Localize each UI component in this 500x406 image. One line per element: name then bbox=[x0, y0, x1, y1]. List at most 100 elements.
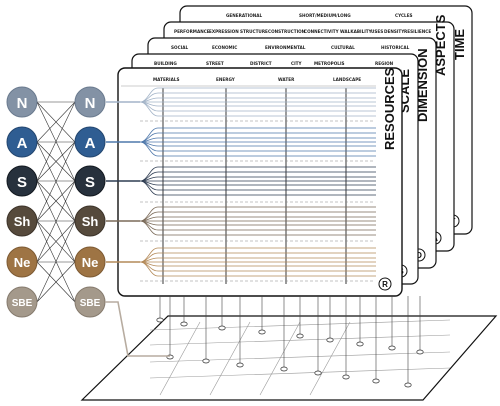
drop-foot bbox=[372, 378, 380, 384]
node-n-left[interactable]: N bbox=[6, 86, 38, 118]
dimension-header-1: ECONOMIC bbox=[212, 45, 237, 50]
drop-foot bbox=[258, 329, 266, 335]
aspects-header-8: RESILIENCE bbox=[404, 29, 431, 34]
node-cross-links bbox=[36, 101, 76, 303]
ground-grid-line bbox=[259, 321, 301, 396]
drop-foot bbox=[280, 366, 288, 372]
aspects-header-0: PERFORMANCE bbox=[174, 29, 210, 34]
cross-link bbox=[36, 180, 76, 263]
drop-foot bbox=[388, 345, 396, 351]
aspects-header-7: DENSITY bbox=[384, 29, 405, 34]
drop-foot bbox=[416, 349, 424, 355]
cross-link bbox=[36, 220, 76, 263]
scale-header-3: CITY bbox=[291, 61, 302, 66]
drop-foot bbox=[356, 341, 364, 347]
cross-link bbox=[36, 180, 76, 222]
ground-grid-line bbox=[149, 367, 451, 379]
cross-link bbox=[36, 141, 76, 222]
ground-grid-line bbox=[159, 321, 201, 396]
node-sbe-left[interactable]: SBE bbox=[6, 286, 38, 318]
resources-badge-label: R bbox=[382, 280, 388, 289]
resources-header-1: ENERGY bbox=[216, 77, 236, 82]
svg-text:SBE: SBE bbox=[12, 298, 33, 309]
aspects-header-3: CONSTRUCTION bbox=[268, 29, 306, 34]
aspects-header-4: CONNECTIVITY bbox=[304, 29, 340, 34]
resource-line-bundle bbox=[106, 166, 376, 196]
scale-header-0: BUILDING bbox=[154, 61, 177, 66]
resources-title: RESOURCES bbox=[382, 67, 397, 150]
sbe-to-plane-link bbox=[105, 301, 170, 357]
svg-text:A: A bbox=[85, 135, 96, 152]
node-column-left: N A S Sh Ne SBE bbox=[6, 86, 38, 318]
ground-plane bbox=[80, 315, 498, 401]
layer-resources: MATERIALS ENERGY WATER LANDSCAPE RESOURC… bbox=[106, 67, 403, 297]
scale-header-1: STREET bbox=[206, 61, 224, 66]
drop-foot bbox=[202, 358, 210, 364]
node-a-right[interactable]: A bbox=[74, 126, 106, 158]
node-column-right: N A S Sh Ne SBE bbox=[74, 86, 106, 318]
time-header-0: GENERATIONAL bbox=[226, 13, 263, 18]
aspects-header-2: STRUCTURE bbox=[240, 29, 268, 34]
cross-link bbox=[36, 101, 76, 143]
resources-header-2: WATER bbox=[278, 77, 295, 82]
node-sh-left[interactable]: Sh bbox=[6, 205, 38, 237]
drop-foot bbox=[296, 333, 304, 339]
svg-text:Ne: Ne bbox=[14, 255, 31, 270]
aspects-header-6: USES bbox=[371, 29, 383, 34]
svg-text:Sh: Sh bbox=[82, 214, 99, 229]
drop-foot bbox=[236, 362, 244, 368]
aspects-header-5: WALKABILITY bbox=[340, 29, 373, 34]
node-ne-left[interactable]: Ne bbox=[6, 246, 38, 278]
node-n-right[interactable]: N bbox=[74, 86, 106, 118]
drop-lines bbox=[156, 296, 424, 388]
cross-link bbox=[36, 141, 76, 182]
resource-line-bundle bbox=[106, 247, 376, 277]
dimension-header-0: SOCIAL bbox=[171, 45, 188, 50]
drop-foot bbox=[326, 337, 334, 343]
drop-foot bbox=[180, 321, 188, 327]
scale-header-4: METROPOLIS bbox=[314, 61, 345, 66]
scale-header-2: DISTRICT bbox=[250, 61, 272, 66]
svg-text:S: S bbox=[85, 174, 95, 191]
resource-line-bundle bbox=[106, 87, 376, 117]
time-title: TIME bbox=[452, 29, 467, 60]
node-a-left[interactable]: A bbox=[6, 126, 38, 158]
ground-grid-line bbox=[149, 334, 451, 346]
svg-text:A: A bbox=[17, 135, 28, 152]
dimension-badge-label: D bbox=[416, 251, 422, 260]
cross-link bbox=[36, 261, 76, 303]
ground-grid-line bbox=[309, 321, 351, 396]
node-ne-right[interactable]: Ne bbox=[74, 246, 106, 278]
aspects-title: ASPECTS bbox=[433, 14, 448, 76]
drop-foot bbox=[314, 370, 322, 376]
aspects-header-1: EXPRESSION bbox=[209, 29, 239, 34]
cross-link bbox=[36, 220, 76, 303]
dimension-header-4: HISTORICAL bbox=[381, 45, 410, 50]
resources-header-0: MATERIALS bbox=[153, 77, 180, 82]
resources-badge bbox=[378, 277, 392, 291]
time-header-1: SHORT/MEDIUM/LONG bbox=[299, 13, 351, 18]
node-s-right[interactable]: S bbox=[74, 165, 106, 197]
node-sbe-right[interactable]: SBE bbox=[74, 286, 106, 318]
resources-header-3: LANDSCAPE bbox=[333, 77, 361, 82]
resource-line-bundle bbox=[106, 127, 376, 157]
node-sh-right[interactable]: Sh bbox=[74, 205, 106, 237]
resource-line-bundle bbox=[106, 206, 376, 236]
svg-text:Sh: Sh bbox=[14, 214, 31, 229]
dimension-header-2: ENVIRONMENTAL bbox=[265, 45, 306, 50]
svg-text:N: N bbox=[85, 95, 96, 112]
svg-text:Ne: Ne bbox=[82, 255, 99, 270]
dimension-title: DIMENSION bbox=[415, 48, 430, 122]
drop-foot bbox=[156, 317, 164, 323]
drop-foot bbox=[218, 325, 226, 331]
drop-foot bbox=[404, 382, 412, 388]
ground-grid-line bbox=[149, 351, 451, 363]
node-s-left[interactable]: S bbox=[6, 165, 38, 197]
dimension-header-3: CULTURAL bbox=[331, 45, 355, 50]
svg-text:S: S bbox=[17, 174, 27, 191]
cross-link bbox=[36, 101, 76, 182]
svg-text:SBE: SBE bbox=[80, 298, 101, 309]
ground-grid-line bbox=[209, 321, 251, 396]
scale-header-5: REGION bbox=[375, 61, 394, 66]
